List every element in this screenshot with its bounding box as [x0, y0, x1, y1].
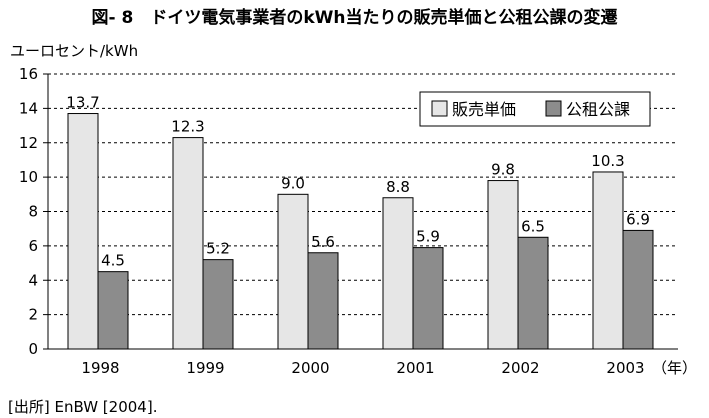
y-tick-label: 10	[19, 168, 38, 186]
bar-taxes-2001	[412, 247, 444, 350]
legend-label: 販売単価	[452, 100, 516, 119]
data-label: 13.7	[66, 94, 99, 112]
y-tick-label: 4	[28, 271, 38, 289]
data-label: 4.5	[101, 252, 125, 270]
bars: 13.7 4.5 12.3 5.2 9.0 5.6 8.8 5.9 9.8 6.5 10.3 6.9	[66, 94, 654, 350]
y-tick-label: 6	[28, 237, 38, 255]
bar-sales-price-2001	[382, 197, 414, 350]
source-note: [出所] EnBW [2004].	[8, 398, 158, 416]
bar-sales-price-1999	[172, 137, 204, 350]
y-axis-label: ユーロセント/kWh	[10, 42, 138, 60]
data-label: 5.9	[416, 228, 440, 246]
bar-taxes-1998	[97, 271, 129, 350]
y-tick-label: 0	[28, 340, 38, 358]
x-tick-label: 1999	[186, 359, 224, 377]
bar-chart: ユーロセント/kWh 13.7 4.5 12.3 5.2 9.0 5.6 8.8 5.9 9.8…	[10, 42, 697, 377]
data-label: 5.6	[311, 233, 335, 251]
bar-sales-price-2002	[487, 180, 519, 350]
data-label: 8.8	[386, 178, 410, 196]
y-tick-label: 12	[19, 134, 38, 152]
y-tick-label: 16	[19, 65, 38, 83]
y-tick-label: 2	[28, 306, 38, 324]
data-label: 5.2	[206, 240, 230, 258]
bar-taxes-2002	[517, 236, 549, 350]
y-tick-label: 14	[19, 99, 38, 117]
legend-swatch	[545, 100, 562, 117]
data-label: 12.3	[171, 118, 204, 136]
bar-sales-price-1998	[67, 113, 99, 350]
y-tick-label: 8	[28, 203, 38, 221]
bar-taxes-2003	[622, 229, 654, 350]
x-axis-unit-label: （年）	[652, 359, 697, 377]
data-label: 9.0	[281, 174, 305, 192]
bar-taxes-1999	[202, 259, 234, 350]
x-tick-label: 2002	[501, 359, 539, 377]
x-tick-label: 2000	[291, 359, 329, 377]
x-tick-label: 2001	[396, 359, 434, 377]
bar-sales-price-2003	[592, 171, 624, 350]
data-label: 10.3	[591, 152, 624, 170]
bar-sales-price-2000	[277, 193, 309, 350]
data-label: 6.9	[626, 210, 650, 228]
data-label: 6.5	[521, 217, 545, 235]
legend: 販売単価 公租公課	[419, 91, 651, 127]
x-tick-label: 2003	[606, 359, 644, 377]
legend-swatch	[431, 100, 448, 117]
data-label: 9.8	[491, 161, 515, 179]
axes: 0 2 4 6 8 10 12 14 16 1998 1999 2000 2001 2002 2003 （年）	[19, 65, 697, 377]
legend-label: 公租公課	[566, 100, 630, 119]
x-tick-label: 1998	[81, 359, 119, 377]
bar-taxes-2000	[307, 252, 339, 350]
chart-title: 図- 8 ドイツ電気事業者のkWh当たりの販売単価と公租公課の変遷	[91, 8, 618, 28]
legend-box	[419, 91, 651, 127]
